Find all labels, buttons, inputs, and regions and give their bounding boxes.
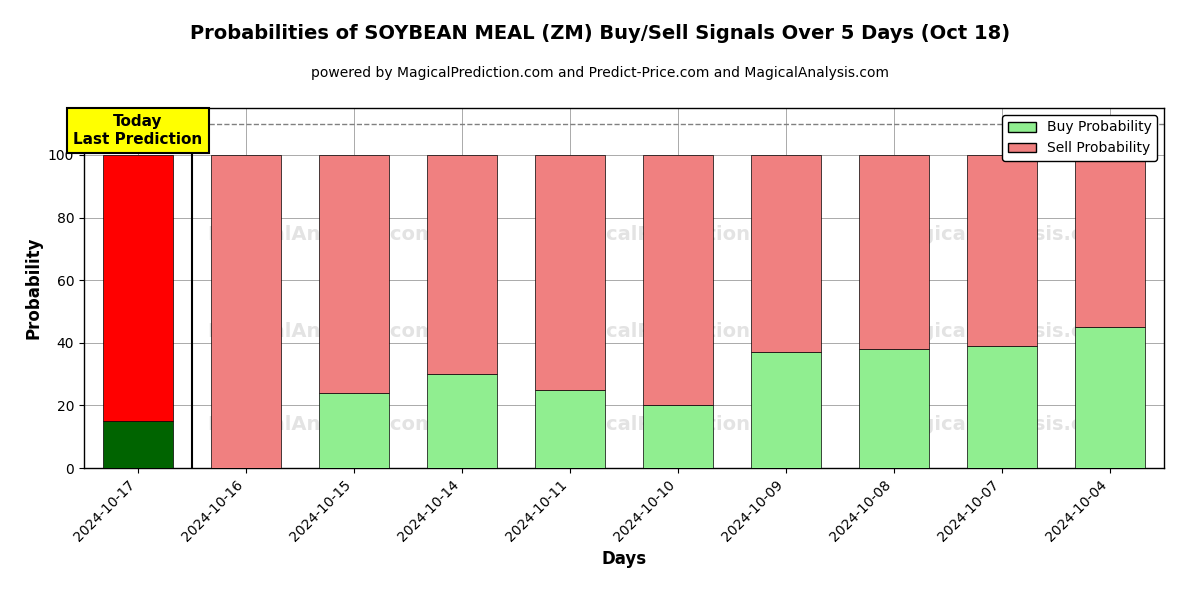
Bar [643, 155, 713, 406]
Text: MagicalPrediction.com: MagicalPrediction.com [553, 322, 803, 341]
Bar [535, 390, 605, 468]
Bar [319, 155, 389, 393]
Bar [1075, 327, 1145, 468]
Bar [859, 349, 929, 468]
Bar [427, 374, 497, 468]
Bar [751, 155, 821, 352]
Text: Probabilities of SOYBEAN MEAL (ZM) Buy/Sell Signals Over 5 Days (Oct 18): Probabilities of SOYBEAN MEAL (ZM) Buy/S… [190, 24, 1010, 43]
Bar [103, 421, 173, 468]
Bar [319, 393, 389, 468]
Bar [859, 155, 929, 349]
Text: powered by MagicalPrediction.com and Predict-Price.com and MagicalAnalysis.com: powered by MagicalPrediction.com and Pre… [311, 66, 889, 80]
Text: MagicalPrediction.com: MagicalPrediction.com [553, 415, 803, 434]
Text: MagicalAnalysis.com: MagicalAnalysis.com [888, 415, 1116, 434]
Text: MagicalAnalysis.com: MagicalAnalysis.com [208, 415, 436, 434]
Bar [1075, 155, 1145, 327]
Y-axis label: Probability: Probability [24, 237, 42, 339]
Text: MagicalAnalysis.com: MagicalAnalysis.com [208, 322, 436, 341]
Bar [103, 155, 173, 421]
Text: MagicalPrediction.com: MagicalPrediction.com [553, 224, 803, 244]
X-axis label: Days: Days [601, 550, 647, 568]
Text: Today
Last Prediction: Today Last Prediction [73, 114, 203, 146]
Bar [751, 352, 821, 468]
Bar [211, 155, 281, 468]
Bar [427, 155, 497, 374]
Bar [535, 155, 605, 390]
Bar [967, 155, 1037, 346]
Bar [643, 406, 713, 468]
Legend: Buy Probability, Sell Probability: Buy Probability, Sell Probability [1002, 115, 1157, 161]
Text: MagicalAnalysis.com: MagicalAnalysis.com [888, 322, 1116, 341]
Text: MagicalAnalysis.com: MagicalAnalysis.com [888, 224, 1116, 244]
Bar [967, 346, 1037, 468]
Text: MagicalAnalysis.com: MagicalAnalysis.com [208, 224, 436, 244]
